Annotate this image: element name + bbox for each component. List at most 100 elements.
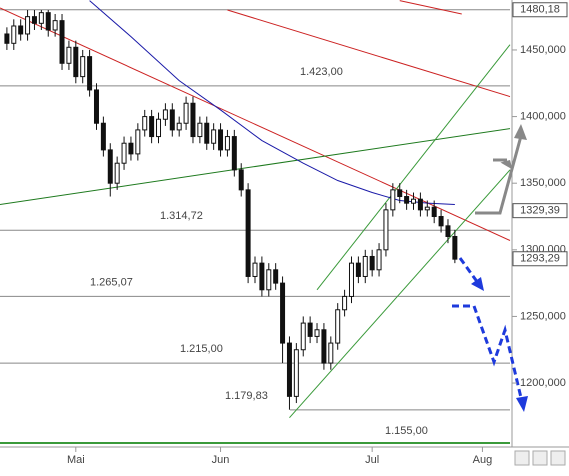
price-marker-label: 1329,39 xyxy=(520,205,560,217)
candle-body xyxy=(452,235,458,260)
candle-body xyxy=(128,142,134,155)
candle-body xyxy=(355,262,361,277)
candle-body xyxy=(25,16,31,35)
candle-body xyxy=(321,329,327,364)
candle-body xyxy=(307,322,313,337)
candle-body xyxy=(4,33,10,44)
level-label: 1.215,00 xyxy=(180,343,223,355)
candle-body xyxy=(162,109,168,120)
candle-body xyxy=(218,129,224,151)
candle-body xyxy=(231,136,237,171)
x-tick-label: Mai xyxy=(67,454,85,466)
candle-body xyxy=(52,20,58,31)
gray-arrow xyxy=(475,135,523,215)
candle-body xyxy=(100,122,106,151)
candle-body xyxy=(369,255,375,271)
candle-body xyxy=(252,262,258,277)
candle-body xyxy=(204,122,210,144)
candle-body xyxy=(38,12,44,24)
candle-body xyxy=(328,342,334,364)
y-tick-label: 1200,000 xyxy=(520,377,566,389)
candle-body xyxy=(93,89,99,124)
y-tick-label: 1400,000 xyxy=(520,110,566,122)
candle-body xyxy=(87,56,93,91)
candle-body xyxy=(445,225,451,237)
gray-arrowhead xyxy=(514,124,527,140)
forecast-arrows xyxy=(452,124,528,412)
candle-body xyxy=(169,109,175,131)
candle-body xyxy=(259,262,265,291)
trend-line xyxy=(0,7,511,241)
blue-arrow xyxy=(458,257,480,284)
blue-arrow xyxy=(452,304,524,403)
candle-body xyxy=(156,118,162,138)
candle-body xyxy=(300,322,306,351)
candle-body xyxy=(18,25,24,35)
candle-body xyxy=(397,189,403,198)
candle-body xyxy=(66,46,72,64)
candle-body xyxy=(404,196,410,204)
trend-line xyxy=(316,44,511,291)
candle-body xyxy=(293,349,299,397)
candle-body xyxy=(197,122,203,138)
y-tick-label: 1250,000 xyxy=(520,310,566,322)
trend-line xyxy=(227,9,511,98)
candle-body xyxy=(80,56,86,78)
trend-line xyxy=(289,169,511,419)
price-marker xyxy=(512,251,568,267)
x-tick-label: Jun xyxy=(212,454,230,466)
candle-body xyxy=(183,102,189,124)
candle-body xyxy=(286,342,292,397)
candle-body xyxy=(266,269,272,291)
candle-body xyxy=(314,329,320,337)
level-label: 1.179,83 xyxy=(225,390,268,402)
level-label: 1.314,72 xyxy=(160,210,203,222)
candle-body xyxy=(107,149,113,184)
candle-body xyxy=(376,249,382,271)
price-marker xyxy=(512,203,568,219)
candle-body xyxy=(411,198,417,204)
trend-line xyxy=(399,0,462,15)
candle-body xyxy=(273,269,279,284)
gray-arrowhead xyxy=(500,160,513,170)
y-tick-label: 1350,000 xyxy=(520,177,566,189)
candle-body xyxy=(11,25,17,44)
candle-body xyxy=(135,129,141,155)
candle-body xyxy=(211,129,217,144)
candle-body xyxy=(224,136,230,151)
price-marker-label: 1480,18 xyxy=(520,4,560,16)
blue-arrowhead xyxy=(516,396,528,412)
candle-body xyxy=(390,189,396,211)
candle-body xyxy=(190,102,196,138)
candle-body xyxy=(142,116,148,131)
button[interactable] xyxy=(550,450,566,466)
candle-body xyxy=(335,309,341,344)
candle-body xyxy=(280,282,286,344)
level-label: 1.155,00 xyxy=(385,425,428,437)
candle-body xyxy=(121,142,127,164)
candle-body xyxy=(149,116,155,138)
candle-body xyxy=(424,206,430,211)
candle-body xyxy=(362,255,368,277)
candle-body xyxy=(348,262,354,297)
trend-line xyxy=(0,128,511,206)
candle-body xyxy=(59,20,65,64)
candle-body xyxy=(342,295,348,311)
price-marker xyxy=(512,2,568,18)
candle-body xyxy=(383,209,389,251)
button[interactable] xyxy=(532,450,548,466)
candle-body xyxy=(31,16,37,24)
button[interactable] xyxy=(514,450,530,466)
level-label: 1.423,00 xyxy=(300,66,343,78)
candle-body xyxy=(176,122,182,131)
x-tick-label: Aug xyxy=(473,454,493,466)
y-tick-label: 1450,000 xyxy=(520,44,566,56)
toolbar xyxy=(514,450,566,466)
candle-body xyxy=(73,46,79,78)
candle-body xyxy=(245,189,251,277)
candle-body xyxy=(417,198,423,211)
plot: 1.423,00 1.314,72 1.265,07 1.215,00 1.179,83… xyxy=(0,0,511,445)
